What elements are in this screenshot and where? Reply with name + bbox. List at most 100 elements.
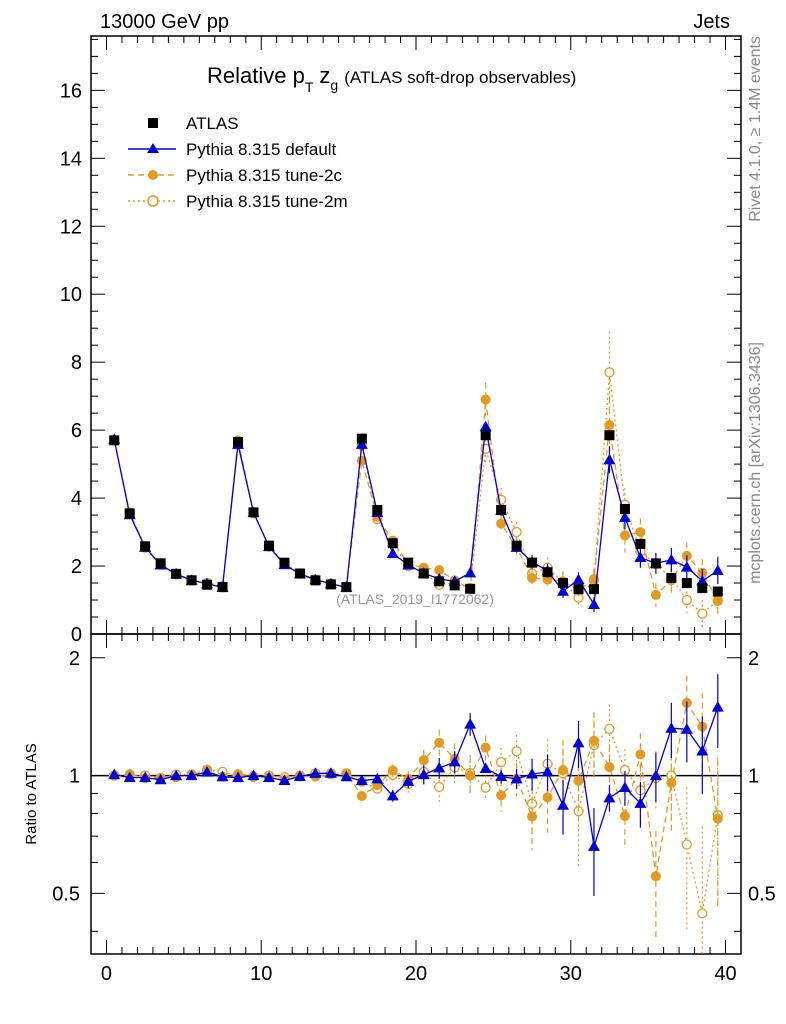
x-tick-label: 20 (405, 963, 427, 985)
ratio-y-tick-label: 2 (69, 648, 80, 670)
y-tick-label: 2 (71, 556, 82, 578)
legend-entry-default: Pythia 8.315 default (128, 140, 337, 159)
ratio-point-default (618, 781, 631, 793)
ratio-point-default (201, 766, 214, 777)
point-tune2c (650, 589, 661, 600)
ratio-point-default (293, 770, 306, 782)
ratio-point-default (572, 736, 585, 748)
legend-label-tune2m: Pythia 8.315 tune-2m (186, 192, 348, 211)
ratio-point-default (711, 701, 724, 712)
point-atlas (434, 576, 445, 587)
point-tune2c (604, 420, 615, 431)
ratio-series-tune2m (109, 704, 723, 954)
ratio-point-tune2c (527, 811, 538, 822)
ratio-point-default (479, 762, 492, 773)
ratio-point-default (371, 772, 384, 784)
point-atlas (372, 504, 383, 515)
ratio-y-tick-label-right: 2 (748, 648, 759, 670)
point-default (355, 438, 368, 449)
ratio-point-tune2c (356, 790, 367, 801)
series-atlas (109, 430, 723, 597)
point-tune2c (434, 565, 445, 576)
ratio-point-default (510, 772, 523, 784)
ratio-line-default (114, 706, 719, 847)
point-tune2c (527, 572, 538, 583)
point-atlas (387, 538, 398, 549)
point-tune2m (604, 367, 615, 378)
point-tune2m (697, 608, 708, 619)
point-tune2c (635, 527, 646, 538)
point-default (479, 420, 492, 432)
point-default (572, 573, 585, 585)
legend-marker-tune2m (147, 195, 159, 207)
ratio-point-default (464, 718, 477, 729)
y-tick-label: 6 (71, 420, 82, 442)
point-atlas (202, 579, 213, 590)
point-tune2c (619, 530, 630, 541)
point-atlas (635, 538, 646, 549)
point-atlas (496, 504, 507, 515)
ratio-point-tune2c (434, 737, 445, 748)
ratio-point-default (139, 771, 152, 783)
ratio-point-default (402, 775, 415, 786)
x-tick-label: 30 (560, 963, 582, 985)
ratio-point-tune2c (650, 871, 661, 882)
legend-entry-atlas: ATLAS (148, 114, 239, 133)
x-tick-label: 40 (714, 963, 736, 985)
ratio-point-default (526, 767, 539, 779)
point-atlas (511, 540, 522, 551)
mcplots-label: mcplots.cern.ch [arXiv:1306.3436] (747, 342, 764, 584)
top-left-label: 13000 GeV pp (100, 11, 229, 33)
ratio-y-tick-label: 1 (69, 766, 80, 788)
ratio-point-default (262, 771, 275, 783)
point-default (386, 547, 399, 558)
ratio-point-default (355, 774, 368, 786)
ratio-point-default (557, 799, 570, 810)
point-default (665, 553, 678, 565)
point-atlas (666, 572, 677, 583)
point-default (696, 574, 709, 586)
point-atlas (233, 437, 244, 448)
point-atlas (279, 557, 290, 568)
ratio-point-tune2c (480, 742, 491, 753)
chart-title: Relative pT zg (ATLAS soft-drop observable… (207, 63, 576, 95)
series-tune2c (109, 382, 723, 615)
ratio-y-tick-label-right: 1 (748, 766, 759, 788)
point-atlas (341, 582, 352, 593)
legend: ATLAS Pythia 8.315 default Pythia 8.315 … (128, 114, 348, 211)
point-default (634, 551, 647, 563)
point-atlas (263, 540, 274, 551)
analysis-watermark: (ATLAS_2019_I1772062) (336, 591, 494, 607)
ratio-point-tune2m (604, 723, 615, 735)
ratio-line-tune2m (114, 727, 719, 914)
legend-entry-tune2c: Pythia 8.315 tune-2c (128, 166, 342, 185)
title-sub-g: g (330, 77, 338, 93)
point-tune2c (480, 394, 491, 405)
ratio-point-tune2m (434, 781, 445, 793)
ratio-y-tick-label: 0.5 (52, 883, 80, 905)
ratio-point-default (680, 723, 693, 734)
ratio-point-default (433, 762, 446, 773)
point-atlas (681, 578, 692, 589)
ratio-point-default (541, 765, 554, 777)
point-atlas (403, 557, 414, 568)
ratio-point-tune2c (558, 764, 569, 775)
legend-marker-tune2c (148, 170, 158, 180)
ratio-point-default (170, 769, 183, 781)
point-atlas (171, 568, 182, 579)
title-sub-t: T (305, 79, 314, 95)
ratio-point-tune2c (465, 770, 476, 781)
point-tune2m (511, 526, 522, 538)
point-atlas (697, 583, 708, 594)
ratio-axis-label: Ratio to ATLAS (23, 743, 40, 844)
ratio-point-default (154, 773, 167, 785)
ratio-point-tune2m (681, 839, 692, 850)
y-tick-label: 4 (71, 488, 82, 510)
ratio-point-default (324, 767, 337, 778)
ratio-point-default (587, 840, 600, 851)
series-default (108, 420, 724, 612)
point-tune2m (681, 594, 692, 606)
ratio-plot-data (108, 674, 724, 954)
point-atlas (588, 584, 599, 595)
point-atlas (186, 575, 197, 586)
